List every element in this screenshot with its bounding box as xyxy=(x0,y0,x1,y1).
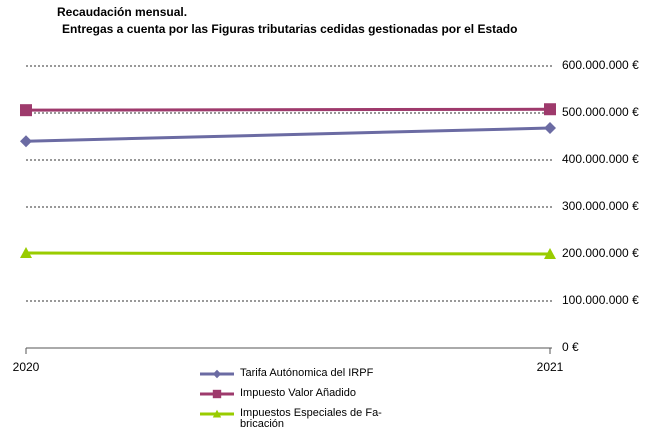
legend-item: Impuesto Valor Añadido xyxy=(200,388,382,399)
legend-swatch xyxy=(200,389,234,399)
legend-swatch xyxy=(200,409,234,418)
chart-subtitle: Entregas a cuenta por las Figuras tribut… xyxy=(62,22,517,36)
legend: Tarifa Autónomica del IRPF Impuesto Valor… xyxy=(200,368,382,439)
marker xyxy=(544,248,556,259)
y-tick-label: 0 € xyxy=(562,340,579,354)
marker xyxy=(20,247,32,259)
y-tick-label: 100.000.000 € xyxy=(562,293,639,307)
x-tick-label: 2021 xyxy=(537,360,564,374)
x-tick-label: 2020 xyxy=(13,360,40,374)
y-tick-label: 500.000.000 € xyxy=(562,105,639,119)
legend-label: Impuestos Especiales de Fa- bricación xyxy=(240,407,382,430)
legend-label: Impuesto Valor Añadido xyxy=(240,387,356,399)
marker xyxy=(20,135,32,148)
marker xyxy=(544,103,556,116)
marker xyxy=(544,122,556,135)
legend-label: Tarifa Autónomica del IRPF xyxy=(240,367,374,379)
series-line xyxy=(25,251,551,256)
series-line xyxy=(25,107,551,112)
marker xyxy=(212,409,222,418)
legend-item: Tarifa Autónomica del IRPF xyxy=(200,368,382,379)
y-tick-label: 200.000.000 € xyxy=(562,246,639,260)
marker xyxy=(212,369,222,379)
marker xyxy=(212,389,222,399)
chart-title: Recaudación mensual. xyxy=(57,5,187,19)
y-tick-label: 600.000.000 € xyxy=(562,58,639,72)
marker xyxy=(20,104,32,117)
legend-item: Impuestos Especiales de Fa- bricación xyxy=(200,408,382,430)
y-tick-label: 300.000.000 € xyxy=(562,199,639,213)
series-line xyxy=(25,126,551,143)
y-tick-label: 400.000.000 € xyxy=(562,152,639,166)
legend-swatch xyxy=(200,369,234,379)
